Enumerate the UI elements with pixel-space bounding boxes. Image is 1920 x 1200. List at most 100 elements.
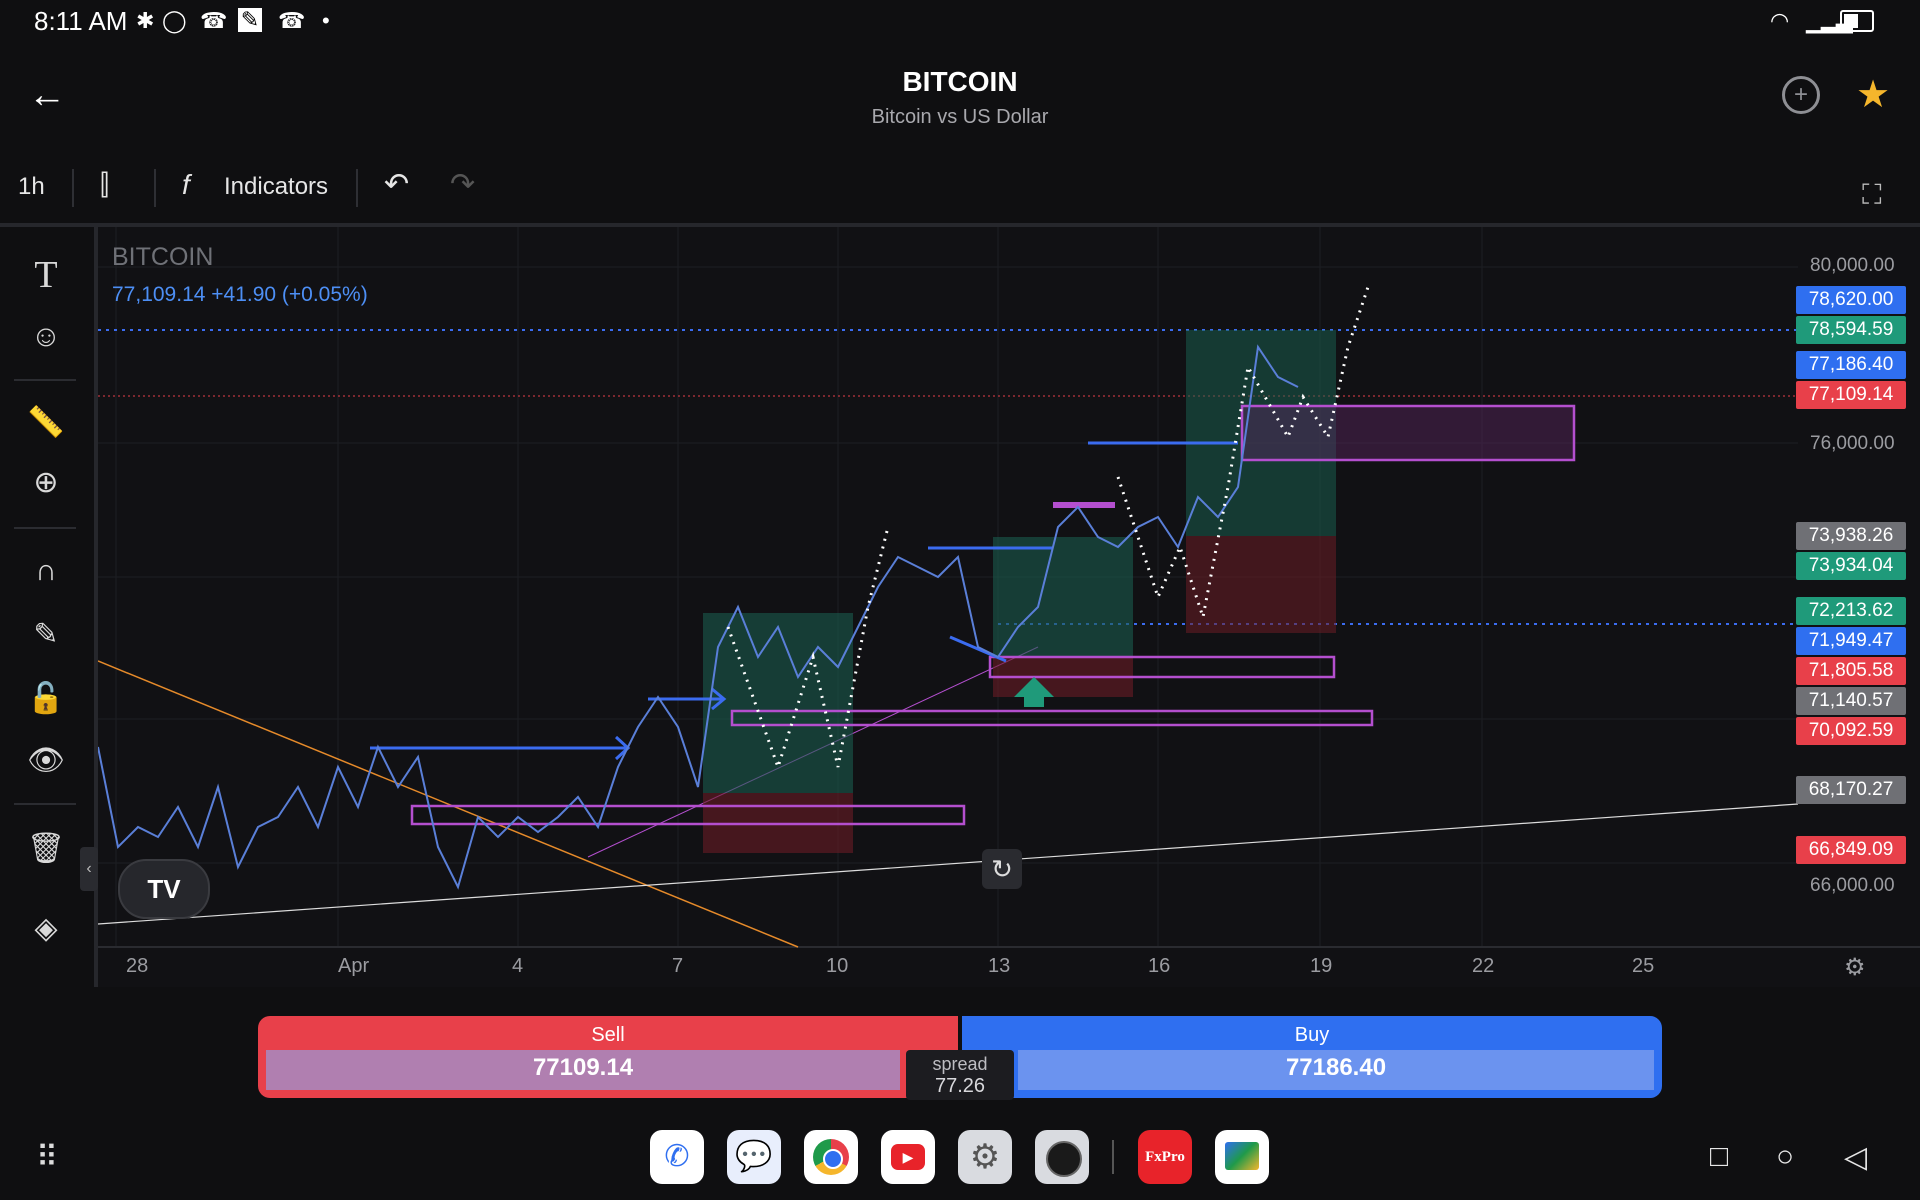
chart-symbol-name: BITCOIN (112, 243, 214, 271)
gallery-app-icon[interactable] (1215, 1130, 1269, 1184)
tradingview-logo: TV (118, 859, 210, 919)
chart-settings-icon[interactable]: ⚙ (1844, 954, 1866, 981)
buy-price: 77186.40 (1285, 1054, 1387, 1081)
price-tick: 76,000.00 (1810, 433, 1895, 454)
time-tick: 7 (672, 955, 684, 977)
price-chart[interactable]: BITCOIN 77,109.14 +41.90 (+0.05%) TV ↻ 8… (98, 227, 1920, 987)
text-tool-icon[interactable]: T (34, 254, 58, 296)
ruler-tool-icon[interactable]: 📏 (27, 406, 65, 439)
white-trendline (98, 803, 1799, 925)
visibility-icon[interactable]: 👁 (26, 744, 66, 777)
price-badge: 78,620.00 (1796, 286, 1906, 314)
price-badge: 68,170.27 (1796, 776, 1906, 804)
time-tick: 22 (1472, 955, 1495, 977)
sell-price: 77109.14 (532, 1054, 634, 1081)
price-badge: 73,934.04 (1796, 552, 1906, 580)
buy-label: Buy (1294, 1024, 1330, 1046)
fullscreen-icon[interactable]: ⛶ (1862, 179, 1882, 210)
chrome-app-icon[interactable] (804, 1130, 858, 1184)
magnet-icon[interactable]: ∩ (35, 554, 57, 587)
price-tick: 66,000.00 (1810, 875, 1895, 896)
projection-paths (726, 286, 1370, 772)
app-icon: ✎ (238, 8, 262, 32)
price-badge: 77,186.40 (1796, 351, 1906, 379)
settings-app-icon[interactable]: ⚙ (958, 1130, 1012, 1184)
fxpro-app-icon[interactable]: FxPro (1138, 1130, 1192, 1184)
pencil-lock-icon[interactable]: ✎ (33, 618, 59, 651)
chart-type-candles-icon[interactable]: ⫿ (100, 169, 109, 200)
redo-icon[interactable]: ↷ (450, 168, 476, 201)
app-drawer-grid-icon[interactable]: ⠿ (36, 1141, 58, 1174)
buy-button[interactable]: Buy 77186.40 (962, 1016, 1662, 1098)
drawing-toolbar: T ☺ 📏 ⊕ ∩ ✎ 🔓 👁 🗑 ◈ ‹ (0, 227, 98, 987)
long-zone-3 (1186, 330, 1336, 536)
price-badge: 77,109.14 (1796, 381, 1906, 409)
chart-toolbar: 1h ⫿ f Indicators ↶ ↷ ⛶ (0, 155, 1920, 227)
status-time: 8:11 AM (34, 6, 128, 36)
price-badge: 70,092.59 (1796, 717, 1906, 745)
phone-app-icon[interactable]: ✆ (650, 1130, 704, 1184)
price-badge: 71,949.47 (1796, 627, 1906, 655)
sell-label: Sell (591, 1024, 625, 1046)
reset-chart-icon[interactable]: ↻ (982, 849, 1022, 889)
undo-icon[interactable]: ↶ (384, 168, 410, 201)
camera-app-icon[interactable] (1035, 1130, 1089, 1184)
support-box-2 (730, 709, 1374, 727)
time-tick: 25 (1632, 955, 1655, 977)
add-alert-icon[interactable]: + (1782, 76, 1820, 114)
emoji-tool-icon[interactable]: ☺ (30, 320, 62, 353)
spread-value: 77.26 (934, 1075, 986, 1097)
price-badge: 73,938.26 (1796, 522, 1906, 550)
long-zone-2 (993, 537, 1133, 657)
favorite-star-icon[interactable]: ★ (1856, 74, 1891, 116)
dot-icon: • (322, 8, 330, 33)
time-tick: 28 (126, 955, 149, 977)
sell-button[interactable]: Sell 77109.14 (258, 1016, 958, 1098)
price-badge: 66,849.09 (1796, 836, 1906, 864)
stop-zone-3 (1186, 536, 1336, 633)
price-tick: 80,000.00 (1810, 255, 1895, 276)
layers-icon[interactable]: ◈ (34, 912, 58, 945)
indicators-button[interactable]: Indicators (224, 173, 329, 200)
battery-icon (1840, 10, 1874, 32)
status-bar: 8:11 AM ✱ ◯ ☎ ✎ ☎ • ◠ ▁▂▃ (0, 0, 1920, 44)
recents-button[interactable]: □ (1710, 1140, 1729, 1173)
youtube-app-icon[interactable]: ▶ (881, 1130, 935, 1184)
resistance-box (1240, 404, 1576, 462)
unlock-icon[interactable]: 🔓 (27, 682, 65, 715)
missed-call-icon-2: ☎ (278, 8, 306, 33)
time-tick: 16 (1148, 955, 1171, 977)
zoom-in-icon[interactable]: ⊕ (33, 466, 59, 499)
long-zone-1 (703, 613, 853, 793)
buy-arrow-marker (1014, 677, 1054, 707)
messages-app-icon[interactable]: 💬 (727, 1130, 781, 1184)
time-tick: 19 (1310, 955, 1333, 977)
home-button[interactable]: ○ (1776, 1140, 1795, 1173)
price-badge: 71,805.58 (1796, 657, 1906, 685)
time-tick: 4 (512, 955, 524, 977)
price-series (98, 344, 1299, 890)
bluetooth-icon: ✱ (136, 8, 155, 33)
whatsapp-icon: ◯ (162, 8, 187, 33)
page-title: BITCOIN (902, 66, 1018, 97)
price-badge: 78,594.59 (1796, 316, 1906, 344)
chart-canvas[interactable] (98, 227, 1920, 987)
back-button[interactable]: ◁ (1844, 1141, 1868, 1174)
support-box-3 (988, 655, 1336, 679)
marker-bar (1053, 502, 1115, 508)
chart-price-change: 77,109.14 +41.90 (+0.05%) (112, 283, 368, 306)
back-arrow-icon[interactable]: ← (28, 74, 66, 116)
time-tick: 10 (826, 955, 849, 977)
time-tick: 13 (988, 955, 1011, 977)
wifi-icon: ◠ (1770, 8, 1790, 33)
interval-selector[interactable]: 1h (18, 173, 45, 200)
time-tick: Apr (338, 955, 370, 977)
collapse-toolbar-chevron-icon[interactable]: ‹ (80, 847, 98, 891)
chart-grid (98, 227, 1798, 947)
page-subtitle: Bitcoin vs US Dollar (871, 106, 1049, 128)
indicators-fx-icon: f (182, 169, 190, 200)
header: ← BITCOIN Bitcoin vs US Dollar + ★ (0, 44, 1920, 154)
missed-call-icon: ☎ (200, 8, 228, 33)
price-badge: 72,213.62 (1796, 597, 1906, 625)
trash-icon[interactable]: 🗑 (26, 832, 66, 865)
